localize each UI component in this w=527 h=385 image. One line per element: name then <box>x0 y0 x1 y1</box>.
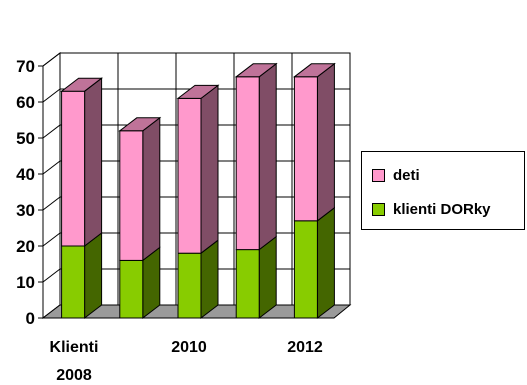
bar-klienti-dorky <box>61 245 86 319</box>
bar-top-deti <box>60 77 104 92</box>
bar-top-deti <box>292 63 336 78</box>
bar-top-deti <box>176 84 220 99</box>
x-tick-label: Klienti <box>50 339 99 356</box>
y-tick-label: 30 <box>16 201 35 220</box>
bar-side-deti <box>258 62 277 251</box>
gridline-side-40 <box>42 160 61 175</box>
gridline-side-20 <box>42 232 61 247</box>
bar-deti <box>119 130 144 261</box>
legend-item-deti: deti <box>372 167 420 184</box>
gridline-side-70 <box>42 52 61 67</box>
y-tick-label: 40 <box>16 165 35 184</box>
bar-side-deti <box>200 84 219 255</box>
x-tick-label: 2010 <box>171 339 207 356</box>
y-tick-label: 50 <box>16 129 35 148</box>
bar-side-deti <box>142 116 161 262</box>
legend-label-deti: deti <box>393 167 420 184</box>
side-wall <box>42 51 61 320</box>
legend-swatch-klienti-dorky <box>372 203 385 216</box>
x-tick-label: 2012 <box>287 339 323 356</box>
y-tick-label: 70 <box>16 57 35 76</box>
bar-klienti-dorky <box>293 220 318 319</box>
gridline-side-30 <box>42 196 61 211</box>
legend-item-klienti-dorky: klienti DORky <box>372 201 491 218</box>
legend-swatch-deti <box>372 169 385 182</box>
bar-deti <box>177 97 202 254</box>
legend-label-klienti-dorky: klienti DORky <box>393 201 491 218</box>
bar-side-klienti-dorky <box>258 235 277 320</box>
x-tick-label: 2008 <box>56 367 92 384</box>
gridline-side-60 <box>42 88 61 103</box>
bar-side-klienti-dorky <box>316 206 335 320</box>
y-tick-label: 10 <box>16 273 35 292</box>
y-tick-label: 60 <box>16 93 35 112</box>
chart-legend: deti klienti DORky <box>361 151 525 230</box>
y-tick-label: 0 <box>26 309 35 328</box>
y-tick-label: 20 <box>16 237 35 256</box>
bar-deti <box>235 76 260 251</box>
bar-side-deti <box>84 77 103 248</box>
bar-klienti-dorky <box>119 259 144 319</box>
bar-klienti-dorky <box>177 252 202 319</box>
bar-side-klienti-dorky <box>84 231 103 320</box>
bar-top-deti <box>234 63 278 78</box>
bar-top-deti <box>118 117 162 132</box>
bar-deti <box>293 76 318 222</box>
bar-klienti-dorky <box>235 249 260 319</box>
bar-side-deti <box>316 62 335 222</box>
bar-deti <box>61 90 86 247</box>
gridline-side-50 <box>42 124 61 139</box>
gridline-side-10 <box>42 268 61 283</box>
